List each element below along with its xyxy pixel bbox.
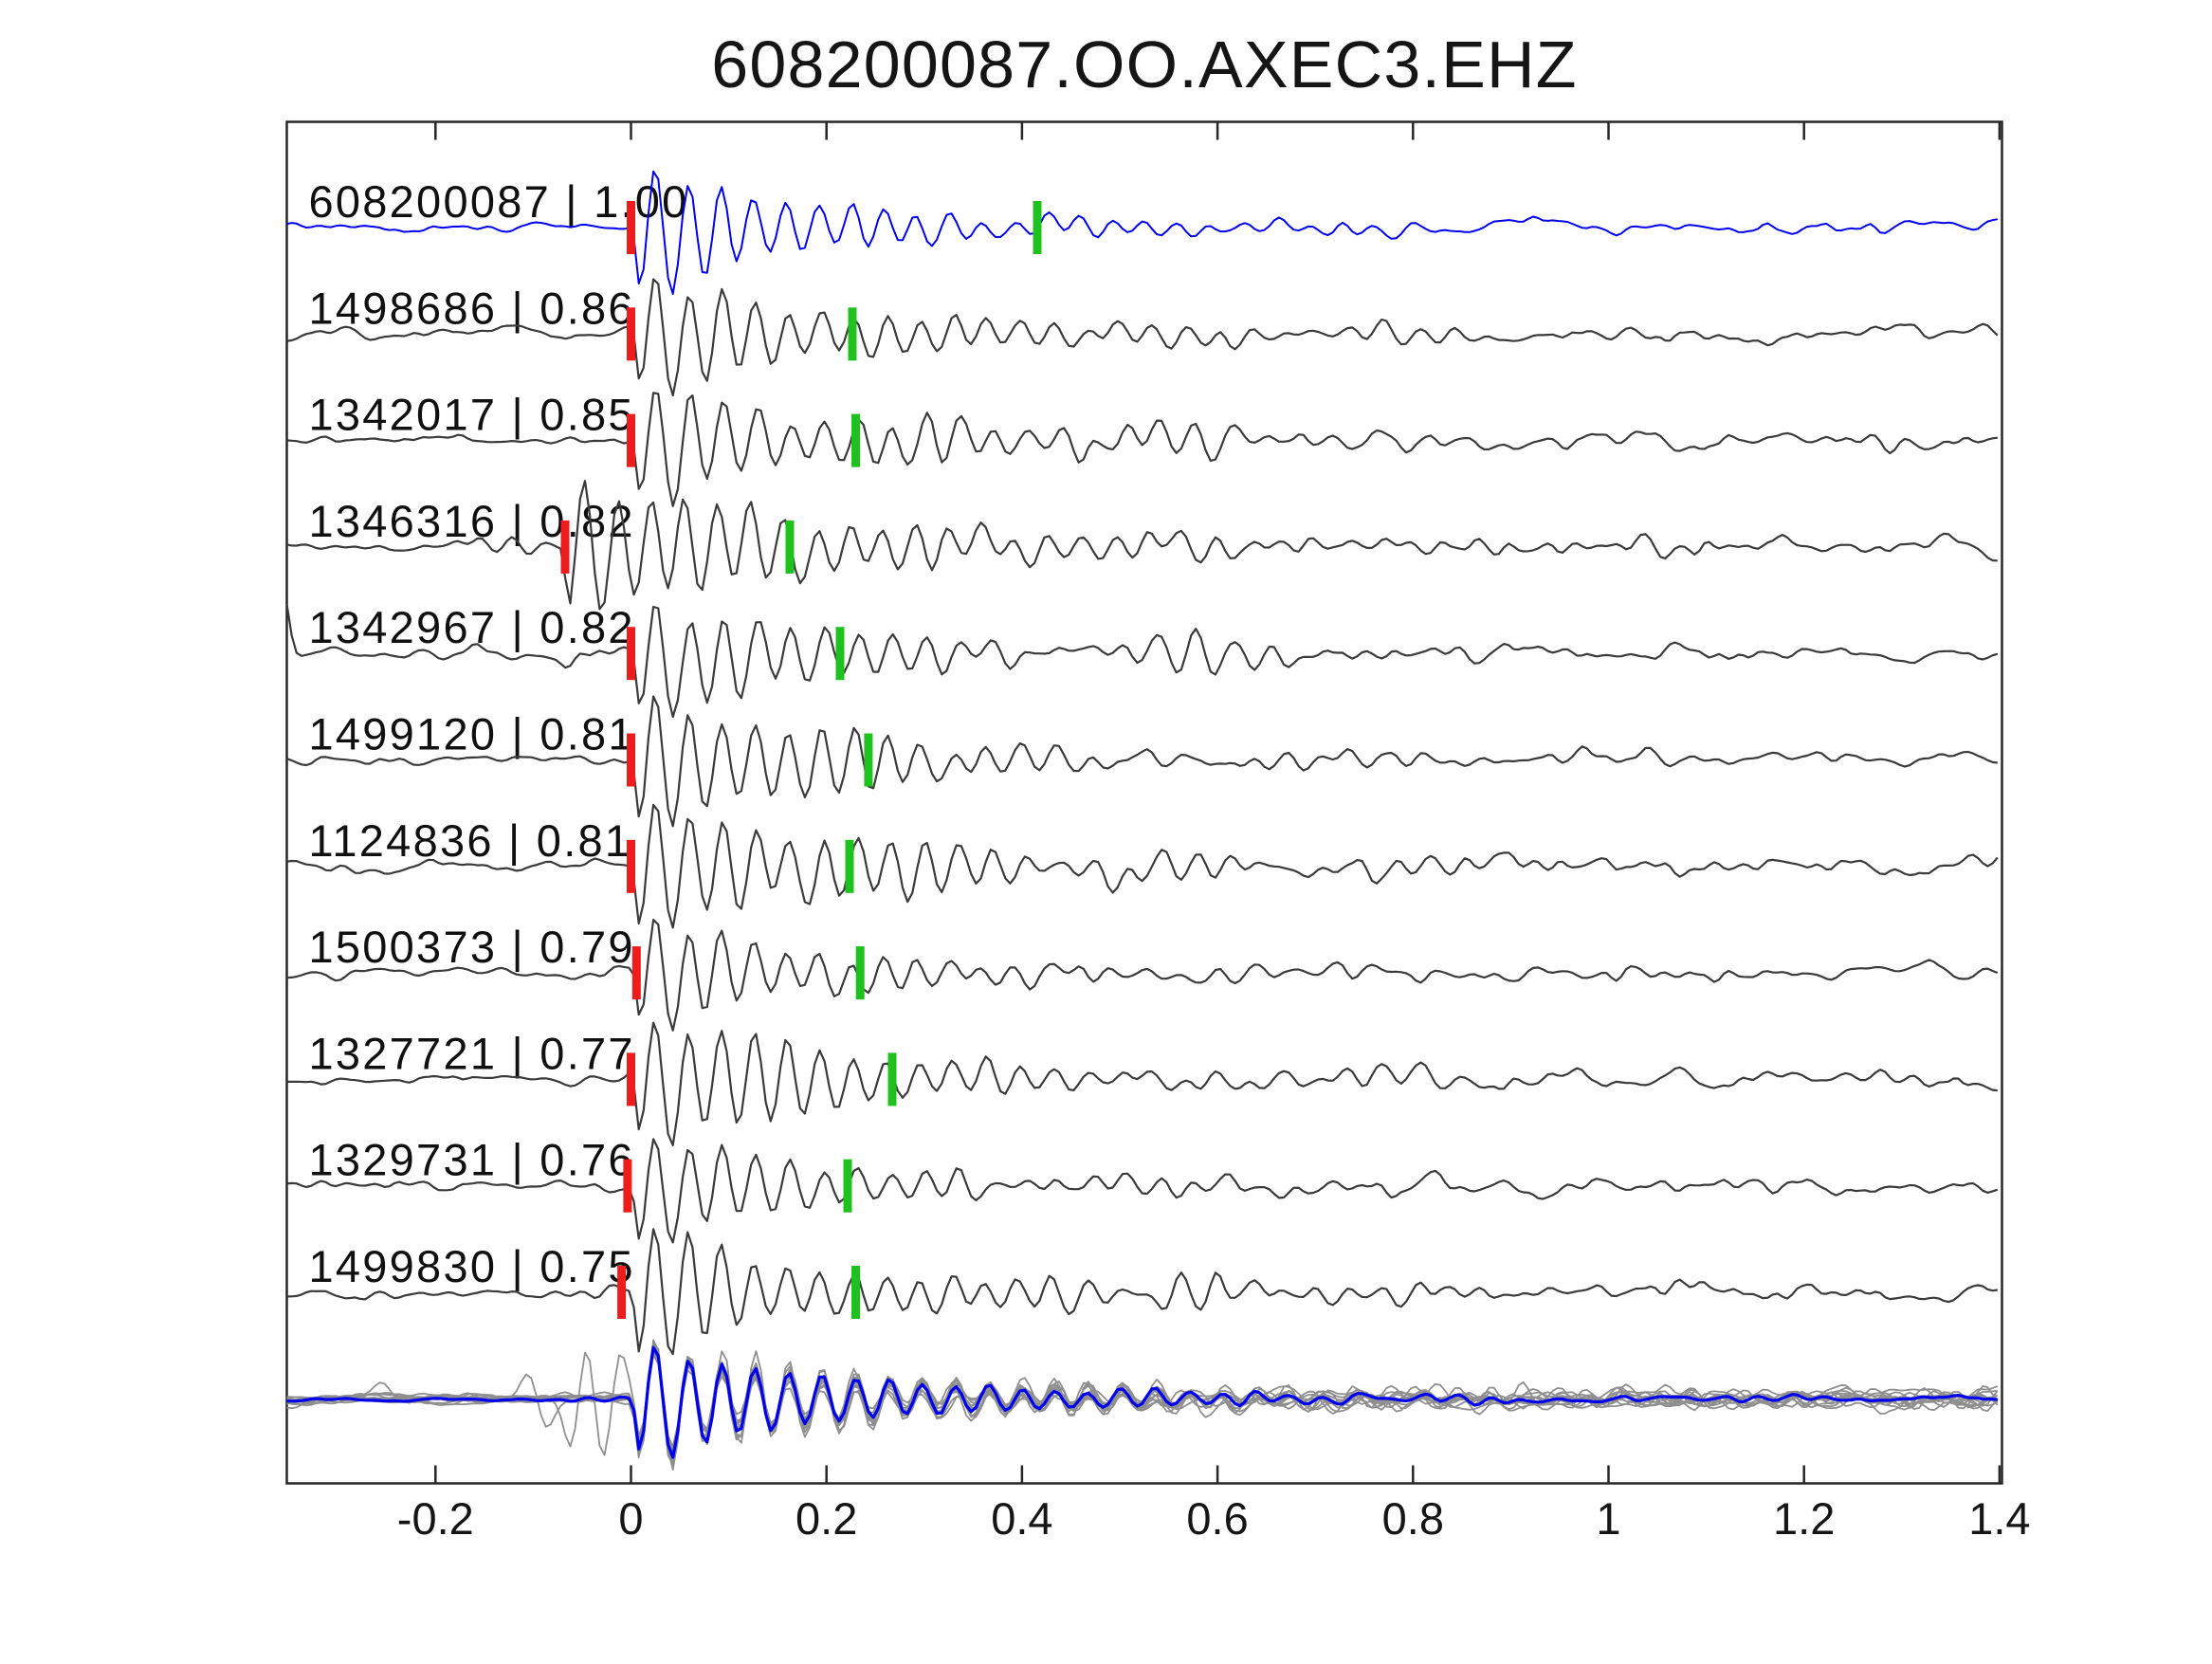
svg-text:0.6: 0.6 (1186, 1493, 1248, 1544)
svg-text:0.2: 0.2 (795, 1493, 857, 1544)
svg-text:1342017 | 0.85: 1342017 | 0.85 (309, 390, 635, 440)
svg-text:1: 1 (1596, 1493, 1620, 1544)
svg-text:608200087.OO.AXEC3.EHZ: 608200087.OO.AXEC3.EHZ (711, 27, 1578, 101)
svg-text:1499830 | 0.75: 1499830 | 0.75 (309, 1241, 635, 1291)
svg-text:1346316 | 0.82: 1346316 | 0.82 (309, 496, 635, 546)
svg-text:0: 0 (618, 1493, 643, 1544)
svg-text:1.2: 1.2 (1773, 1493, 1835, 1544)
svg-text:0.8: 0.8 (1382, 1493, 1444, 1544)
svg-text:1500373 | 0.79: 1500373 | 0.79 (309, 922, 635, 972)
svg-text:1342967 | 0.82: 1342967 | 0.82 (309, 602, 635, 652)
svg-text:608200087 | 1.00: 608200087 | 1.00 (309, 176, 689, 227)
svg-text:1329731 | 0.76: 1329731 | 0.76 (309, 1135, 635, 1185)
svg-text:0.4: 0.4 (991, 1493, 1052, 1544)
svg-text:1.4: 1.4 (1968, 1493, 2030, 1544)
svg-text:1499120 | 0.81: 1499120 | 0.81 (309, 709, 635, 759)
svg-text:1327721 | 0.77: 1327721 | 0.77 (309, 1028, 635, 1078)
svg-text:1124836 | 0.81: 1124836 | 0.81 (309, 815, 632, 866)
svg-text:1498686 | 0.86: 1498686 | 0.86 (309, 283, 635, 333)
svg-text:-0.2: -0.2 (397, 1493, 474, 1544)
